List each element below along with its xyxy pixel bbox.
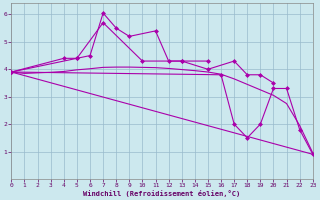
X-axis label: Windchill (Refroidissement éolien,°C): Windchill (Refroidissement éolien,°C) [84,190,241,197]
